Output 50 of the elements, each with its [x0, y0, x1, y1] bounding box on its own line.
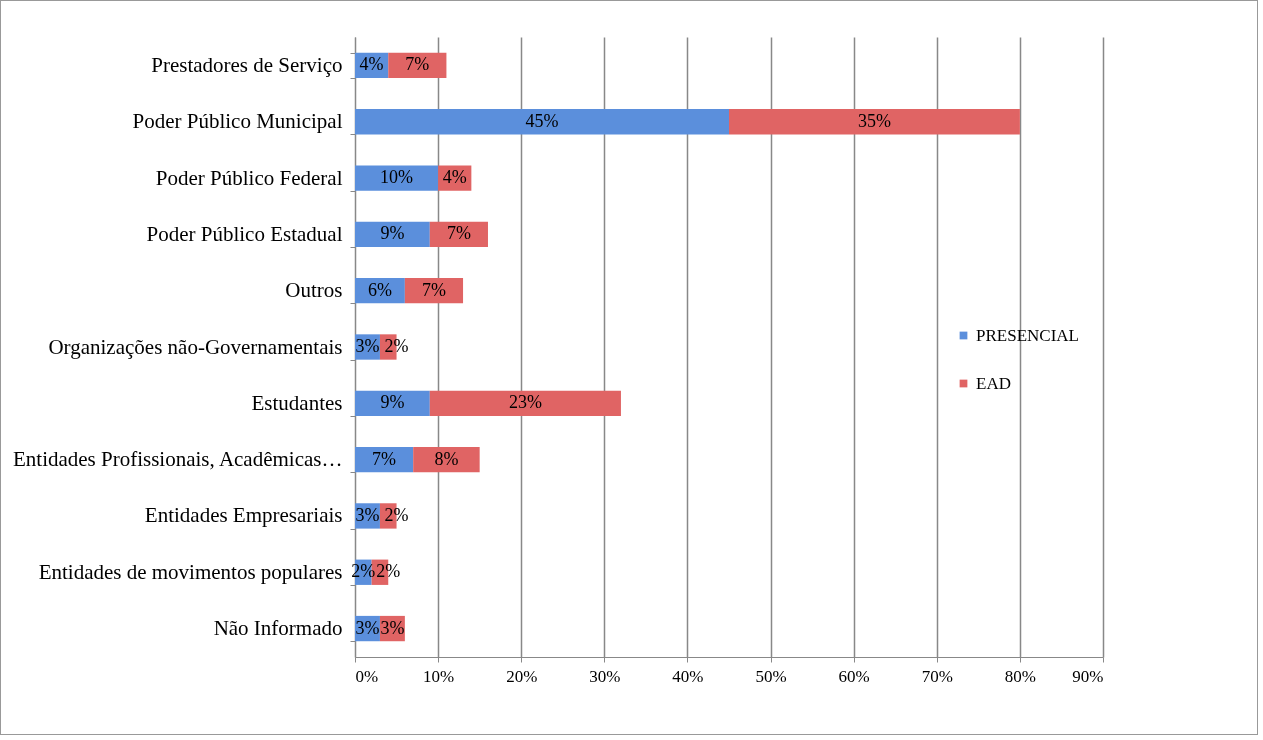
data-label: 2%: [384, 504, 409, 525]
bar: [355, 390, 430, 416]
data-label: 6%: [367, 279, 392, 300]
data-label: 8%: [434, 448, 459, 469]
y-tick-label: Entidades de movimentos populares: [38, 559, 343, 584]
legend-label: EAD: [976, 373, 1011, 393]
bar: [355, 165, 439, 191]
y-tick-label: Entidades Empresariais: [144, 503, 343, 528]
y-tick-label: Não Informado: [213, 616, 343, 641]
bar: [429, 390, 621, 416]
data-label: 7%: [421, 279, 446, 300]
data-label: 3%: [355, 336, 380, 356]
data-label: 35%: [857, 110, 891, 131]
y-tick-label: Outros: [285, 278, 343, 303]
y-tick-label: Organizações não-Governamentais: [48, 334, 343, 359]
data-label: 9%: [380, 223, 405, 244]
data-label: 9%: [380, 392, 405, 413]
data-label: 7%: [446, 223, 471, 244]
data-label: 7%: [405, 54, 430, 75]
data-label: 4%: [359, 54, 384, 75]
data-label: 2%: [376, 561, 401, 582]
x-tick-label: 20%: [506, 666, 538, 686]
y-tick-label: Entidades Profissionais, Acadêmicas…: [12, 447, 343, 472]
x-tick-label: 10%: [423, 666, 455, 686]
y-tick-label: Poder Público Estadual: [146, 221, 343, 246]
data-label: 3%: [355, 504, 380, 525]
x-tick-label: 60%: [838, 666, 870, 686]
x-tick-label: 50%: [755, 666, 787, 686]
data-label: 3%: [380, 617, 405, 638]
y-tick-label: Estudantes: [251, 390, 343, 415]
x-tick-label: 80%: [1004, 666, 1036, 686]
y-tick-label: Prestadores de Serviço: [151, 52, 343, 77]
data-label: 45%: [525, 110, 559, 131]
y-tick-label: Poder Público Federal: [155, 165, 343, 190]
data-label: 23%: [508, 392, 542, 413]
x-tick-label: 0%: [355, 666, 379, 686]
x-tick-label: 70%: [921, 666, 953, 686]
legend-label: PRESENCIAL: [976, 325, 1079, 345]
x-tick-label: 40%: [672, 666, 704, 686]
data-label: 3%: [355, 617, 380, 638]
bar: [729, 109, 1020, 135]
data-label: 10%: [380, 167, 414, 188]
bar: [355, 109, 729, 135]
x-tick-label: 90%: [1072, 666, 1104, 686]
data-label: 2%: [384, 336, 409, 356]
x-tick-label: 30%: [589, 666, 621, 686]
data-label: 7%: [372, 448, 397, 469]
y-tick-label: Poder Público Municipal: [132, 109, 343, 134]
data-label: 4%: [442, 167, 467, 188]
bar: [355, 221, 430, 248]
